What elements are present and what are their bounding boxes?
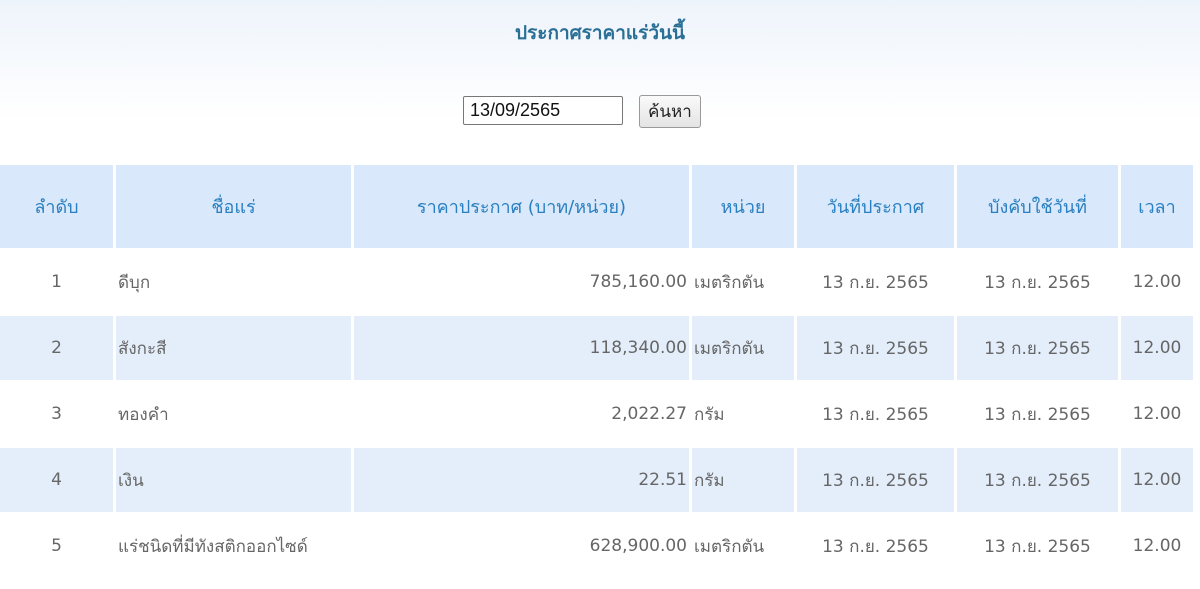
cell-name: สังกะสี bbox=[116, 316, 351, 380]
cell-time: 12.00 bbox=[1121, 448, 1193, 512]
date-input[interactable] bbox=[463, 96, 623, 125]
cell-unit: กรัม bbox=[694, 404, 725, 425]
cell-effective-date: 13 ก.ย. 2565 bbox=[984, 536, 1091, 557]
header-unit: หน่วย bbox=[692, 165, 794, 248]
cell-price: 118,340.00 bbox=[354, 316, 689, 380]
header-announce-date: วันที่ประกาศ bbox=[797, 165, 954, 248]
cell-price: 628,900.00 bbox=[589, 536, 687, 556]
cell-effective-date: 13 ก.ย. 2565 bbox=[957, 316, 1118, 380]
cell-price: 2,022.27 bbox=[611, 404, 687, 424]
cell-announce-date: 13 ก.ย. 2565 bbox=[797, 316, 954, 380]
search-form: ค้นหา bbox=[463, 95, 701, 128]
cell-no: 1 bbox=[51, 272, 62, 292]
table-row: 3 ทองคำ 2,022.27 กรัม 13 ก.ย. 2565 13 ก.ย. 25… bbox=[0, 382, 1193, 446]
cell-price: 22.51 bbox=[354, 448, 689, 512]
cell-name: เงิน bbox=[116, 448, 351, 512]
table-row: 1 ดีบุก 785,160.00 เมตริกตัน 13 ก.ย. 2565 13 … bbox=[0, 250, 1193, 314]
cell-no: 3 bbox=[51, 404, 62, 424]
header-price: ราคาประกาศ (บาท/หน่วย) bbox=[354, 165, 689, 248]
cell-no: 5 bbox=[51, 536, 62, 556]
cell-unit: เมตริกตัน bbox=[692, 316, 794, 380]
price-table: ลำดับ ชื่อแร่ ราคาประกาศ (บาท/หน่วย) หน่… bbox=[0, 163, 1196, 580]
cell-announce-date: 13 ก.ย. 2565 bbox=[822, 404, 929, 425]
cell-unit: กรัม bbox=[692, 448, 794, 512]
cell-time: 12.00 bbox=[1132, 272, 1182, 292]
header-row: ลำดับ ชื่อแร่ ราคาประกาศ (บาท/หน่วย) หน่… bbox=[0, 165, 1193, 248]
cell-announce-date: 13 ก.ย. 2565 bbox=[822, 536, 929, 557]
table-row: 2 สังกะสี 118,340.00 เมตริกตัน 13 ก.ย. 2565 1… bbox=[0, 316, 1193, 380]
header-time: เวลา bbox=[1121, 165, 1193, 248]
cell-name: ดีบุก bbox=[118, 272, 151, 293]
cell-time: 12.00 bbox=[1132, 404, 1182, 424]
cell-unit: เมตริกตัน bbox=[694, 272, 765, 293]
table-row: 5 แร่ชนิดที่มีทังสติกออกไซด์ 628,900.00 เมต… bbox=[0, 514, 1193, 578]
page-title: ประกาศราคาแร่วันนี้ bbox=[514, 22, 686, 44]
cell-effective-date: 13 ก.ย. 2565 bbox=[984, 272, 1091, 293]
cell-effective-date: 13 ก.ย. 2565 bbox=[984, 404, 1091, 425]
cell-effective-date: 13 ก.ย. 2565 bbox=[957, 448, 1118, 512]
header-name: ชื่อแร่ bbox=[116, 165, 351, 248]
cell-price: 785,160.00 bbox=[589, 272, 687, 292]
search-button[interactable]: ค้นหา bbox=[639, 95, 701, 128]
cell-time: 12.00 bbox=[1121, 316, 1193, 380]
cell-announce-date: 13 ก.ย. 2565 bbox=[822, 272, 929, 293]
table-row: 4 เงิน 22.51 กรัม 13 ก.ย. 2565 13 ก.ย. 2565 12… bbox=[0, 448, 1193, 512]
header-effective-date: บังคับใช้วันที่ bbox=[957, 165, 1118, 248]
cell-time: 12.00 bbox=[1132, 536, 1182, 556]
cell-name: ทองคำ bbox=[118, 404, 169, 425]
header-no: ลำดับ bbox=[0, 165, 113, 248]
cell-no: 4 bbox=[0, 448, 113, 512]
cell-unit: เมตริกตัน bbox=[694, 536, 765, 557]
cell-no: 2 bbox=[0, 316, 113, 380]
cell-announce-date: 13 ก.ย. 2565 bbox=[797, 448, 954, 512]
cell-name: แร่ชนิดที่มีทังสติกออกไซด์ bbox=[118, 536, 308, 557]
